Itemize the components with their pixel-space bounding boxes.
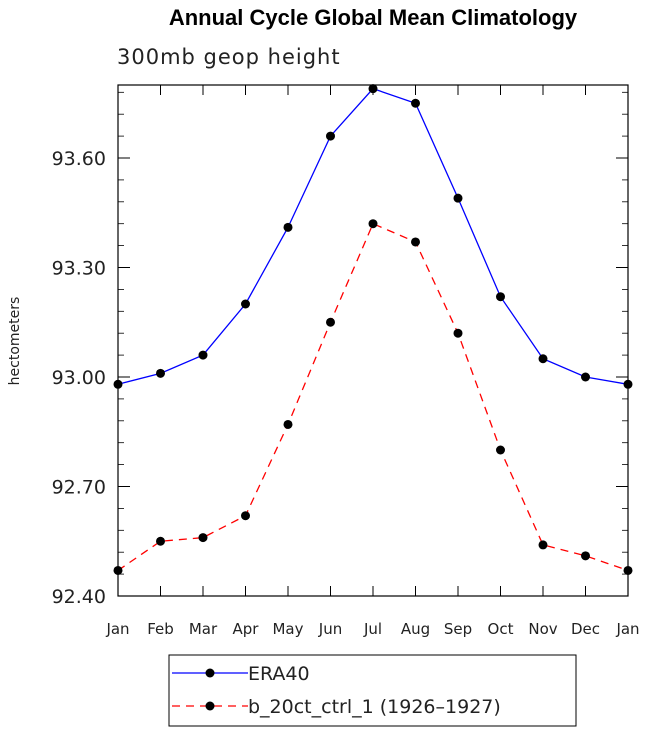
data-point-series-1 bbox=[283, 419, 293, 429]
data-point-series-1 bbox=[411, 237, 420, 247]
data-point-series-0 bbox=[538, 354, 548, 364]
x-tick-label: May bbox=[272, 620, 303, 638]
data-point-series-1 bbox=[453, 328, 463, 338]
data-point-series-0 bbox=[581, 372, 590, 382]
x-tick-label: Sep bbox=[444, 620, 472, 638]
data-point-series-0 bbox=[241, 299, 250, 309]
x-tick-label: Nov bbox=[528, 620, 557, 638]
legend-box bbox=[168, 654, 577, 727]
y-tick-label: 93.00 bbox=[52, 367, 106, 389]
data-point-series-0 bbox=[411, 98, 420, 108]
data-point-series-1 bbox=[156, 536, 165, 546]
x-tick-label: Mar bbox=[189, 620, 218, 638]
y-tick-label: 92.40 bbox=[52, 586, 106, 608]
x-tick-label: Dec bbox=[571, 620, 600, 638]
chart-subtitle: 300mb geop height bbox=[117, 45, 341, 69]
x-tick-label: Feb bbox=[147, 620, 174, 638]
data-point-series-0 bbox=[283, 222, 293, 232]
data-point-series-0 bbox=[198, 350, 208, 360]
data-point-series-0 bbox=[326, 131, 335, 141]
data-point-series-0 bbox=[368, 84, 378, 94]
legend-marker-ctrl bbox=[205, 701, 215, 711]
data-point-series-1 bbox=[368, 219, 378, 229]
data-point-series-1 bbox=[113, 565, 123, 575]
x-tick-label: Jun bbox=[318, 620, 342, 638]
data-point-series-1 bbox=[538, 540, 548, 550]
y-tick-label: 93.30 bbox=[52, 258, 106, 280]
x-tick-label: Aug bbox=[401, 620, 430, 638]
x-tick-label: Jan bbox=[105, 620, 129, 638]
data-point-series-1 bbox=[198, 533, 208, 543]
plot-frame bbox=[117, 84, 629, 597]
series-line-1 bbox=[117, 222, 629, 572]
series-line-0 bbox=[117, 87, 629, 385]
x-tick-label: Apr bbox=[233, 620, 260, 638]
legend-label-era40: ERA40 bbox=[248, 663, 310, 685]
y-tick-label: 93.60 bbox=[52, 148, 106, 170]
data-point-series-1 bbox=[241, 511, 250, 521]
y-tick-label: 92.70 bbox=[52, 477, 106, 499]
legend-label-ctrl: b_20ct_ctrl_1 (1926–1927) bbox=[248, 696, 501, 718]
legend-marker-era40 bbox=[205, 668, 215, 678]
chart-title: Annual Cycle Global Mean Climatology bbox=[169, 5, 578, 30]
data-point-series-1 bbox=[623, 565, 633, 575]
data-point-series-0 bbox=[453, 193, 463, 203]
y-axis-label: hectometers bbox=[7, 297, 23, 386]
data-point-series-0 bbox=[496, 292, 505, 302]
data-point-series-0 bbox=[623, 379, 633, 389]
data-point-series-1 bbox=[581, 551, 590, 561]
data-point-series-1 bbox=[496, 445, 505, 455]
legend: ERA40 b_20ct_ctrl_1 (1926–1927) bbox=[168, 654, 577, 727]
x-tick-label: Oct bbox=[488, 620, 514, 638]
data-point-series-1 bbox=[326, 317, 335, 327]
data-point-series-0 bbox=[113, 379, 123, 389]
x-tick-label: Jan bbox=[615, 620, 639, 638]
x-tick-label: Jul bbox=[363, 620, 382, 638]
data-point-series-0 bbox=[156, 368, 165, 378]
